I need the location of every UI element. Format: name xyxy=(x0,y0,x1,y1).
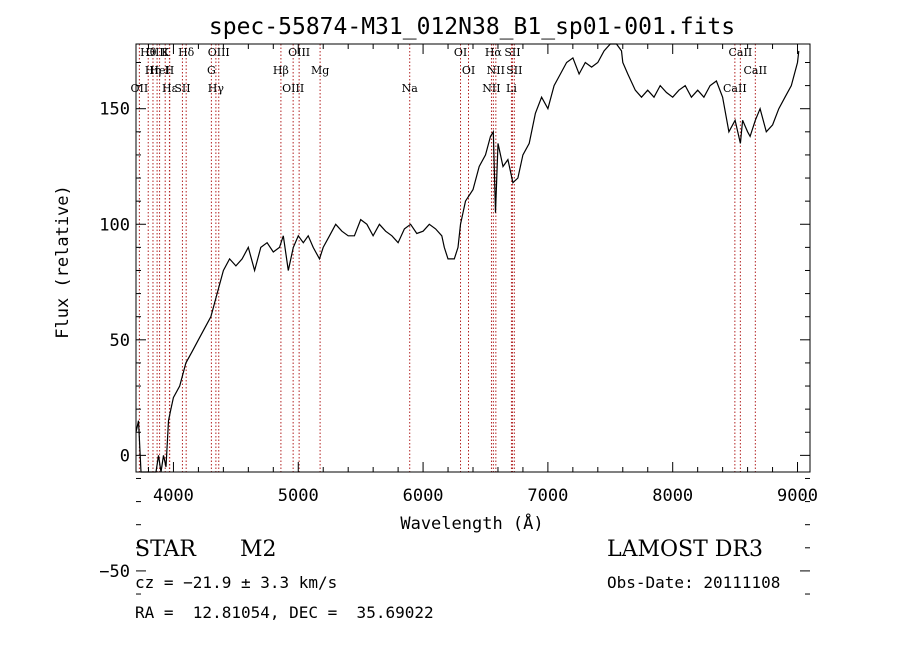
line-label: Hε xyxy=(162,82,178,95)
line-label: Hη xyxy=(145,64,161,77)
line-label: Li xyxy=(506,82,517,95)
line-label: SII xyxy=(504,46,520,59)
line-label: CaII xyxy=(743,64,767,77)
line-label: OIII xyxy=(146,46,168,59)
line-label: Hβ xyxy=(273,64,289,77)
y-tick-label: −50 xyxy=(99,562,130,582)
x-tick-label: 9000 xyxy=(777,486,818,506)
line-label: OIII xyxy=(208,46,230,59)
line-label: OI xyxy=(462,64,475,77)
redshift-value: cz = −21.9 ± 3.3 km/s xyxy=(135,573,338,592)
line-label: NII xyxy=(487,64,505,77)
line-label: SII xyxy=(174,82,190,95)
line-label: CaII xyxy=(729,46,753,59)
chart-title: spec-55874-M31_012N38_B1_sp01-001.fits xyxy=(209,14,735,40)
obs-date: Obs-Date: 20111108 xyxy=(607,573,781,592)
x-tick-label: 5000 xyxy=(278,486,319,506)
x-tick-label: 7000 xyxy=(527,486,568,506)
x-axis-label: Wavelength (Å) xyxy=(400,512,543,534)
y-tick-label: 50 xyxy=(110,331,130,351)
line-label: G xyxy=(207,64,216,77)
line-label: CaII xyxy=(723,82,747,95)
line-label: OI xyxy=(454,46,467,59)
line-label: Hθ xyxy=(140,46,157,59)
spectrum-line xyxy=(135,43,800,473)
line-label: K xyxy=(161,46,170,59)
line-label: Hδ xyxy=(178,46,195,59)
object-subclass: M2 xyxy=(240,537,277,562)
line-label: Mg xyxy=(311,64,329,77)
x-tick-label: 6000 xyxy=(403,486,444,506)
y-axis-label: Flux (relative) xyxy=(53,185,73,339)
line-label: OIII xyxy=(282,82,304,95)
y-tick-label: 100 xyxy=(99,215,130,235)
line-label: OIII xyxy=(288,46,310,59)
line-label: Hα xyxy=(485,46,503,59)
object-class: STAR xyxy=(135,537,196,562)
line-label: HeI xyxy=(149,64,169,77)
plot-frame xyxy=(135,43,811,473)
ra-dec: RA = 12.81054, DEC = 35.69022 xyxy=(135,603,434,622)
y-tick-label: 0 xyxy=(120,446,130,466)
x-tick-label: 8000 xyxy=(652,486,693,506)
line-label: H xyxy=(165,64,175,77)
line-label: Na xyxy=(402,82,419,95)
y-tick-label: 150 xyxy=(99,100,130,120)
x-tick-label: 4000 xyxy=(153,486,194,506)
line-label: NII xyxy=(482,82,500,95)
line-label: SII xyxy=(506,64,522,77)
survey-name: LAMOST DR3 xyxy=(607,537,763,562)
line-label: OII xyxy=(131,82,149,95)
line-label: Hγ xyxy=(208,82,225,95)
